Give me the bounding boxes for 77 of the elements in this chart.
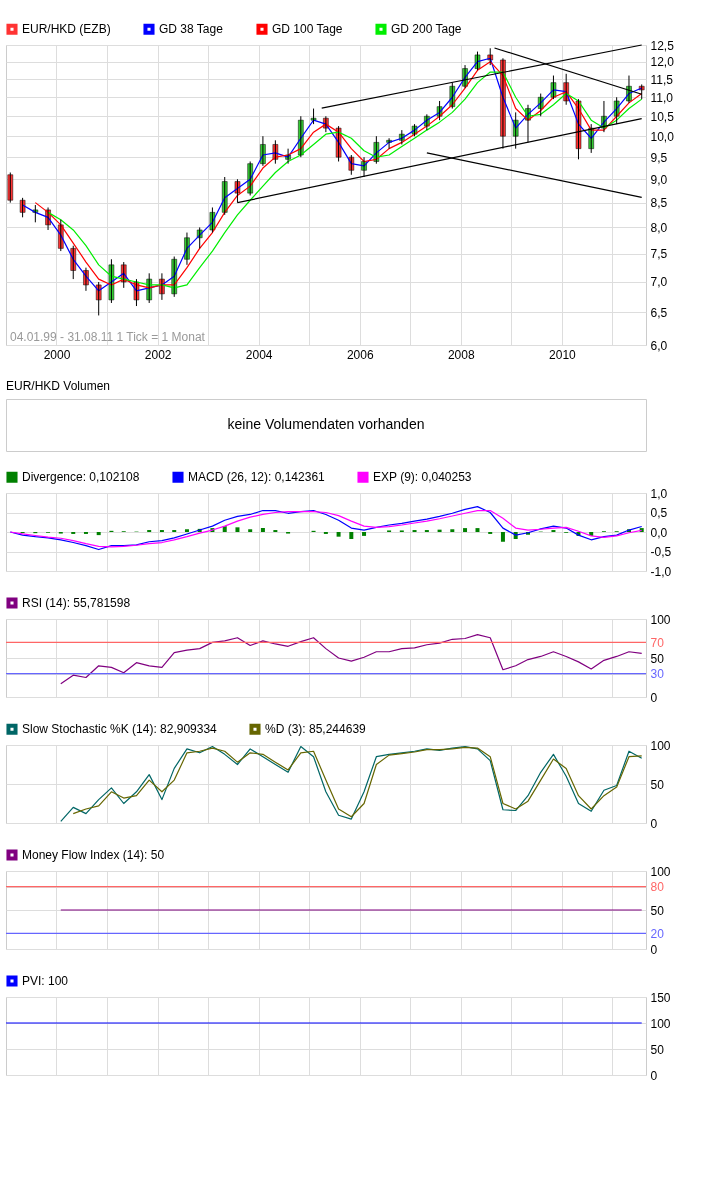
candlestick <box>108 258 115 304</box>
legend-label: MACD (26, 12): 0,142361 <box>188 470 326 485</box>
annotation: 04.01.99 - 31.08.11 1 Tick = 1 Monat <box>10 330 206 344</box>
bar <box>475 528 480 532</box>
x-tick-label: 2008 <box>447 347 475 362</box>
candlestick <box>7 172 14 204</box>
bar <box>260 528 265 532</box>
y-tick-label: 9,0 <box>650 172 668 187</box>
y-tick-label: 50 <box>650 777 665 792</box>
y-tick-label: 12,5 <box>650 38 675 53</box>
bar <box>500 532 505 542</box>
y-tick-label: 50 <box>650 1042 665 1057</box>
legend-label: EUR/HKD (EZB) <box>22 22 111 37</box>
y-tick-label: 0,5 <box>650 506 668 520</box>
legend-label: EXP (9): 0,040253 <box>373 470 472 485</box>
y-tick-label: 7,5 <box>650 247 668 262</box>
y-tick-label: 0,0 <box>650 525 668 540</box>
y-tick-label: 70 <box>650 635 665 650</box>
y-tick-label: 7,0 <box>650 275 668 290</box>
bar <box>336 532 341 537</box>
bar <box>463 528 468 532</box>
y-tick-label: 100 <box>650 738 671 753</box>
legend-label: Money Flow Index (14): 50 <box>22 848 165 862</box>
y-tick-label: 80 <box>650 880 665 895</box>
y-tick-label: 0 <box>650 690 658 705</box>
x-tick-label: 2010 <box>549 347 577 362</box>
x-tick-label: 2004 <box>245 347 273 362</box>
bar <box>96 532 101 536</box>
y-tick-label: 100 <box>650 1016 671 1031</box>
y-tick-label: -1,0 <box>650 564 672 579</box>
candlestick <box>19 197 26 218</box>
legend-label: GD 200 Tage <box>391 22 462 37</box>
y-tick-label: 6,5 <box>650 305 668 320</box>
bar <box>349 532 354 540</box>
bar <box>235 527 240 532</box>
candlestick <box>550 75 557 100</box>
y-tick-label: 50 <box>650 651 665 666</box>
candlestick <box>474 51 481 71</box>
y-tick-label: 100 <box>650 612 671 627</box>
legend-label: %D (3): 85,244639 <box>265 722 367 737</box>
y-tick-label: 9,5 <box>650 150 668 165</box>
bar <box>362 532 367 536</box>
legend-label: PVI: 100 <box>22 974 69 988</box>
y-tick-label: 1,0 <box>650 486 668 501</box>
y-tick-label: 100 <box>650 864 671 879</box>
text: EUR/HKD Volumen <box>6 379 111 393</box>
y-tick-label: 12,0 <box>650 55 675 70</box>
candlestick <box>310 108 317 125</box>
legend-label: GD 38 Tage <box>159 22 224 37</box>
legend-label: Divergence: 0,102108 <box>22 470 140 485</box>
candlestick <box>487 47 493 66</box>
y-tick-label: 10,0 <box>650 129 675 144</box>
line-series <box>60 634 643 685</box>
y-tick-label: 150 <box>650 990 671 1005</box>
y-tick-label: 8,0 <box>650 220 668 235</box>
y-tick-label: 11,5 <box>650 72 674 87</box>
y-tick-label: 50 <box>650 903 665 918</box>
bar <box>248 529 253 532</box>
y-tick-label: 0 <box>650 1068 658 1083</box>
y-tick-label: 11,0 <box>650 90 674 105</box>
legend-label: RSI (14): 55,781598 <box>22 596 131 610</box>
x-tick-label: 2002 <box>144 347 172 362</box>
y-tick-label: 0 <box>650 942 658 957</box>
legend-label: Slow Stochastic %K (14): 82,909334 <box>22 722 218 737</box>
y-tick-label: 20 <box>650 926 665 941</box>
bar <box>450 529 455 532</box>
y-tick-label: 30 <box>650 667 665 682</box>
x-tick-label: 2000 <box>43 347 71 362</box>
y-tick-label: 0 <box>650 816 658 831</box>
x-tick-label: 2006 <box>346 347 374 362</box>
y-tick-label: 8,5 <box>650 196 668 211</box>
y-tick-label: -0,5 <box>650 545 672 559</box>
y-tick-label: 10,5 <box>650 109 675 124</box>
legend-label: GD 100 Tage <box>272 22 343 37</box>
text: keine Volumendaten vorhanden <box>227 416 425 432</box>
y-tick-label: 6,0 <box>650 338 668 353</box>
bar <box>184 529 189 532</box>
